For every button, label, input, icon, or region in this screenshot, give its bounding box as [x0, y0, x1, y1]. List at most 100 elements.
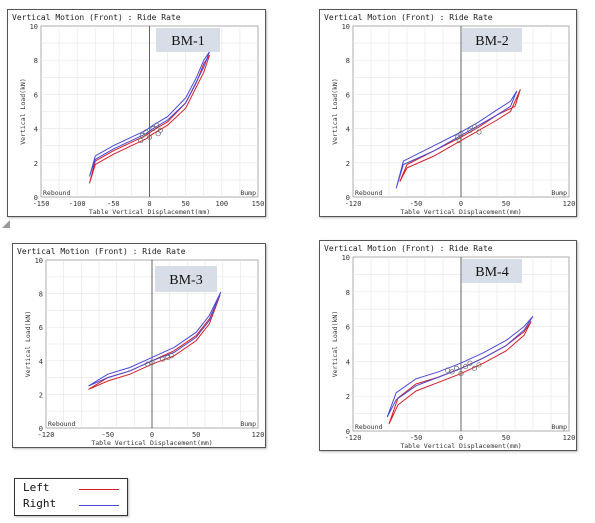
- x-tick-label: 50: [181, 200, 189, 208]
- y-tick-label: 10: [35, 257, 43, 265]
- x-tick-label: -50: [107, 200, 120, 208]
- chart-tag-box: [155, 266, 217, 292]
- data-marker: [168, 353, 174, 359]
- data-marker: [146, 134, 153, 140]
- data-marker: [471, 124, 478, 130]
- y-axis-label: Vertical Load(kN): [24, 311, 32, 378]
- chart-title: Vertical Motion (Front) : Ride Rate: [12, 13, 181, 22]
- data-marker: [154, 122, 160, 128]
- x-axis-label: Table Vertical Displacement(mm): [89, 208, 210, 216]
- chart-tag: BM-4: [475, 265, 508, 280]
- x-tick-label: 120: [563, 434, 576, 442]
- y-tick-label: 4: [39, 358, 43, 366]
- x-tick-label: 120: [252, 431, 265, 439]
- chart-title: Vertical Motion (Front) : Ride Rate: [17, 247, 186, 256]
- x-tick-label: -120: [345, 200, 362, 208]
- data-marker: [444, 367, 451, 373]
- legend: Left Right: [14, 478, 128, 516]
- data-marker: [150, 126, 156, 132]
- x-tick-label: 0: [147, 200, 151, 208]
- series-line-right: [89, 51, 210, 177]
- y-tick-label: 6: [346, 324, 350, 332]
- y-axis-label: Vertical Load(kN): [331, 78, 339, 145]
- series-line-right: [386, 315, 534, 418]
- chart-svg-bm-4: Vertical Motion (Front) : Ride Rate 0 2 4 6 8…: [324, 244, 576, 450]
- y-tick-label: 0: [34, 194, 38, 202]
- x-tick-label: -50: [410, 434, 423, 442]
- chart-panel-bm-2: Vertical Motion (Front) : Ride Rate 0 2 4 6 8…: [319, 9, 577, 217]
- y-tick-label: 10: [342, 23, 350, 31]
- data-marker: [462, 364, 469, 370]
- chart-tag: BM-2: [475, 34, 508, 49]
- legend-line-right: [79, 505, 119, 506]
- y-tick-label: 8: [346, 57, 350, 65]
- chart-title: Vertical Motion (Front) : Ride Rate: [324, 244, 493, 253]
- data-marker: [471, 365, 478, 371]
- x-tick-label: 50: [192, 431, 200, 439]
- bump-label: Bump: [551, 423, 567, 431]
- rebound-label: Rebound: [355, 189, 382, 197]
- data-marker: [453, 365, 460, 371]
- resize-grip-icon[interactable]: [2, 220, 10, 228]
- y-tick-label: 6: [34, 91, 38, 99]
- data-marker: [155, 131, 161, 137]
- chart-tag: BM-1: [171, 34, 204, 49]
- data-marker: [476, 362, 482, 368]
- x-tick-label: 0: [150, 431, 154, 439]
- chart-panel-bm-3: Vertical Motion (Front) : Ride Rate 0 2 4 6 8…: [12, 243, 266, 448]
- x-axis-label: Table Vertical Displacement(mm): [400, 442, 521, 450]
- data-marker: [160, 356, 166, 362]
- y-tick-label: 4: [346, 358, 350, 366]
- x-tick-label: -120: [38, 431, 55, 439]
- data-marker: [458, 371, 464, 377]
- x-tick-label: 100: [216, 200, 229, 208]
- y-tick-label: 6: [346, 91, 350, 99]
- chart-panel-bm-1: Vertical Motion (Front) : Ride Rate 0 2 4 6 8…: [7, 9, 266, 217]
- y-axis-label: Vertical Load(kN): [331, 311, 339, 378]
- y-tick-label: 8: [39, 291, 43, 299]
- x-tick-label: 0: [459, 200, 463, 208]
- legend-label-right: Right: [23, 497, 57, 510]
- data-marker: [467, 360, 473, 366]
- chart-svg-bm-3: Vertical Motion (Front) : Ride Rate 0 2 4 6 8…: [17, 247, 265, 447]
- y-axis-label: Vertical Load(kN): [19, 78, 27, 145]
- rebound-label: Rebound: [355, 423, 382, 431]
- x-tick-label: -120: [345, 434, 362, 442]
- chart-tag-box: [462, 259, 522, 283]
- chart-tag-box: [156, 28, 220, 52]
- y-tick-label: 0: [39, 425, 43, 433]
- data-marker: [138, 138, 144, 144]
- y-tick-label: 4: [34, 126, 38, 134]
- bump-label: Bump: [551, 189, 567, 197]
- y-tick-label: 0: [346, 428, 350, 436]
- series-line-left: [388, 321, 532, 425]
- series-line-right: [88, 291, 222, 387]
- chart-svg-bm-2: Vertical Motion (Front) : Ride Rate 0 2 4 6 8…: [324, 13, 575, 216]
- legend-line-left: [79, 489, 119, 490]
- x-axis-label: Table Vertical Displacement(mm): [91, 439, 212, 447]
- x-tick-label: -50: [410, 200, 423, 208]
- x-tick-label: 50: [502, 434, 510, 442]
- x-tick-label: -100: [69, 200, 86, 208]
- legend-label-left: Left: [23, 481, 50, 494]
- x-tick-label: 150: [252, 200, 265, 208]
- y-tick-label: 10: [342, 254, 350, 262]
- y-tick-label: 2: [346, 160, 350, 168]
- y-tick-label: 6: [39, 324, 43, 332]
- chart-tag-box: [462, 28, 522, 52]
- data-marker: [139, 132, 145, 138]
- y-tick-label: 8: [34, 57, 38, 65]
- data-marker: [458, 131, 464, 137]
- data-marker: [476, 129, 482, 135]
- rebound-label: Rebound: [43, 189, 70, 197]
- chart-title: Vertical Motion (Front) : Ride Rate: [324, 13, 493, 22]
- series-line-left: [399, 89, 521, 182]
- y-tick-label: 2: [34, 160, 38, 168]
- x-tick-label: -150: [33, 200, 50, 208]
- x-axis-label: Table Vertical Displacement(mm): [400, 208, 521, 216]
- y-tick-label: 2: [39, 391, 43, 399]
- y-tick-label: 4: [346, 126, 350, 134]
- chart-svg-bm-1: Vertical Motion (Front) : Ride Rate 0 2 4 6 8…: [12, 13, 265, 216]
- rebound-label: Rebound: [48, 420, 75, 428]
- data-marker: [149, 359, 155, 366]
